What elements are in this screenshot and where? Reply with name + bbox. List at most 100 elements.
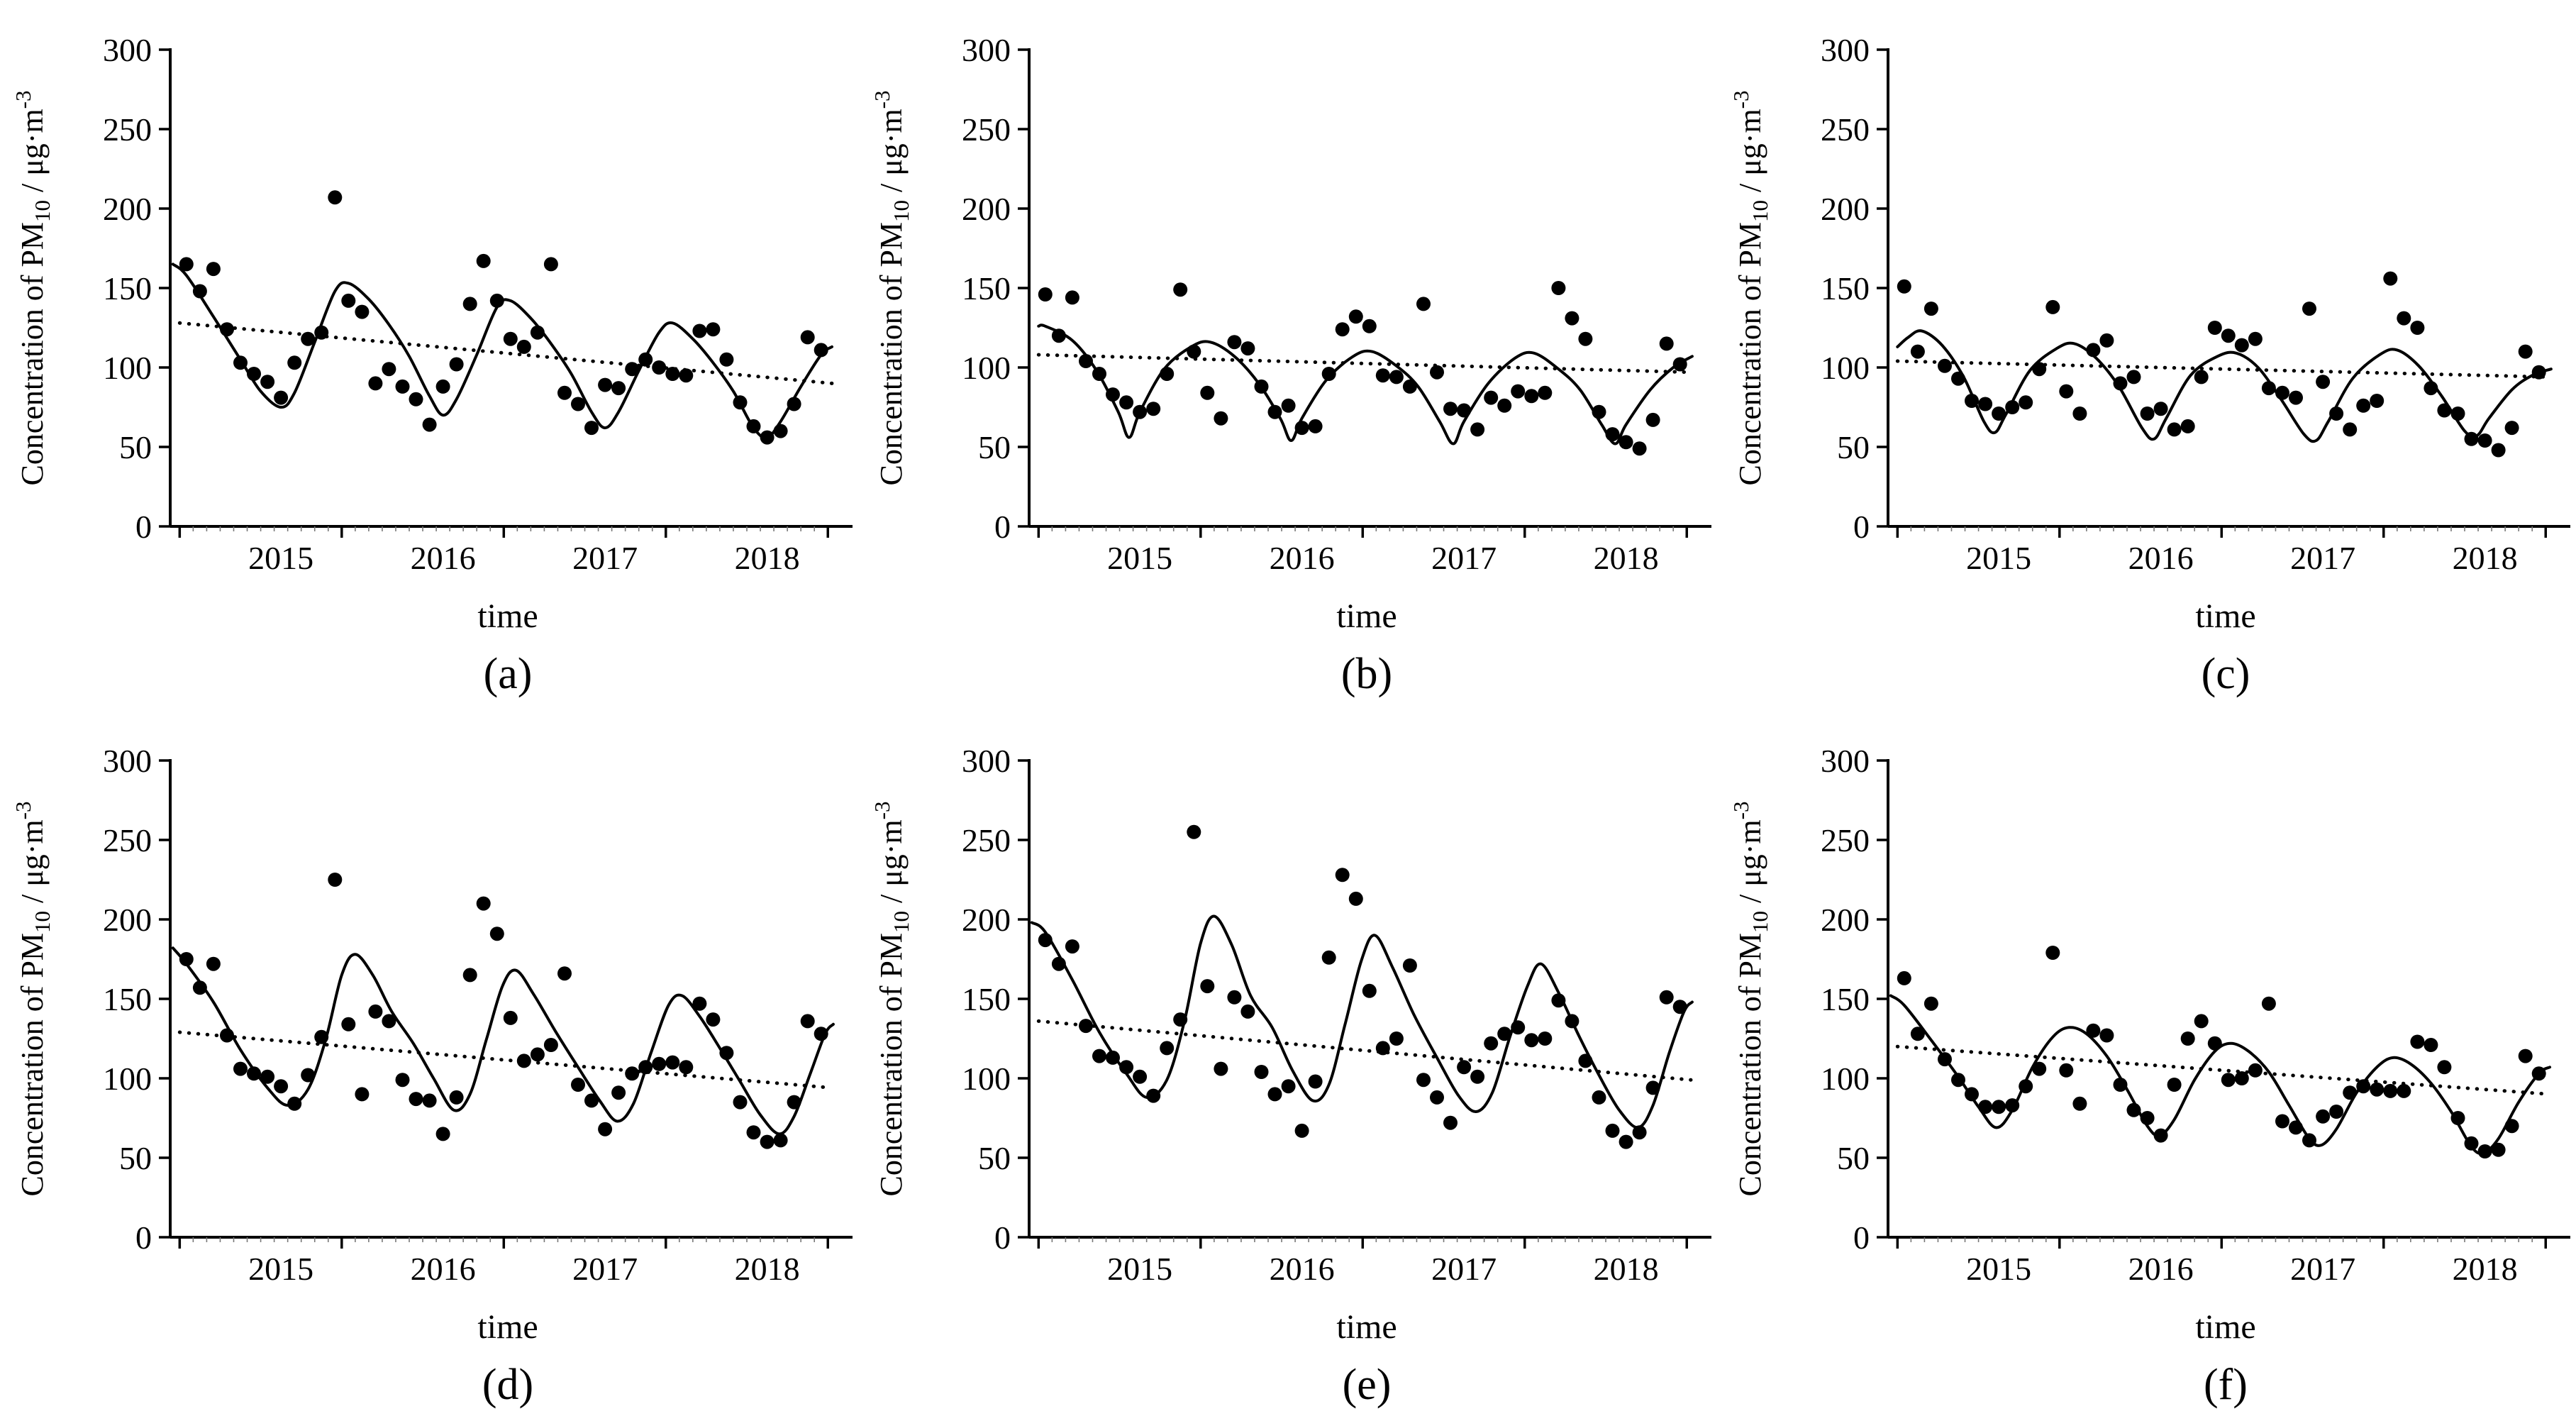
data-point (1511, 1020, 1526, 1035)
data-point (2356, 1079, 2371, 1094)
y-tick-label: 50 (1837, 429, 1870, 465)
x-tick-label: 2016 (2128, 1251, 2194, 1287)
data-point (665, 1055, 680, 1070)
data-point (706, 1012, 721, 1027)
data-point (2153, 1128, 2168, 1143)
data-point (2221, 1073, 2236, 1088)
data-point (692, 323, 707, 338)
data-point (192, 284, 207, 299)
data-point (2343, 1085, 2358, 1100)
data-point (1484, 390, 1499, 405)
data-point (449, 1090, 464, 1105)
data-point (2343, 422, 2358, 437)
data-point (1645, 1080, 1660, 1095)
data-point (301, 331, 316, 346)
fit-curve (1889, 994, 2551, 1156)
trend-line (1036, 353, 1693, 375)
data-point (1910, 344, 1925, 359)
data-point (287, 355, 302, 370)
data-point (2032, 362, 2047, 377)
data-point (2086, 343, 2101, 358)
y-axis-title: Concentration of PM10 / μg·m-3 (1728, 801, 1772, 1196)
data-point (422, 417, 437, 432)
y-tick-label: 0 (994, 1219, 1011, 1256)
data-point (1978, 1100, 1993, 1114)
chart-panel-c: 0 50 100 150 200 250 300 2015 2016 2017 2018 time Co… (1719, 4, 2576, 707)
data-point (192, 980, 207, 995)
axes (1887, 48, 2570, 528)
data-point (382, 1014, 396, 1029)
data-point (557, 966, 572, 981)
data-point (2207, 321, 2222, 335)
data-point (1938, 358, 1952, 373)
data-point (2126, 370, 2141, 385)
y-tick-label: 100 (103, 350, 152, 386)
data-point (2167, 422, 2182, 437)
y-ticks: 0 50 100 150 200 250 300 (1821, 32, 1888, 545)
y-tick-label: 300 (962, 743, 1011, 779)
data-point (1133, 404, 1148, 419)
data-point (1254, 379, 1269, 394)
data-point (1659, 336, 1674, 351)
data-point (2099, 333, 2114, 348)
y-tick-label: 50 (1837, 1140, 1870, 1176)
data-point (1240, 341, 1255, 356)
y-tick-label: 200 (103, 191, 152, 227)
chart-panel-e: 0 50 100 150 200 250 300 2015 2016 2017 2018 time Co… (860, 715, 1717, 1416)
data-point (179, 952, 194, 966)
data-point (2113, 376, 2128, 391)
data-point (1281, 398, 1296, 413)
panel-svg: 0 50 100 150 200 250 300 2015 2016 2017 2018 time Co… (1728, 743, 2570, 1409)
data-point (2477, 1144, 2492, 1158)
trend-line (1895, 1044, 2552, 1096)
data-point (1362, 319, 1377, 333)
data-point (2072, 406, 2087, 421)
data-point (2302, 302, 2316, 316)
data-point (733, 1095, 748, 1110)
x-tick-label: 2015 (1107, 1251, 1172, 1287)
y-tick-label: 200 (103, 902, 152, 938)
data-point (395, 379, 410, 394)
data-point (2180, 419, 2195, 433)
data-point (2491, 1142, 2506, 1157)
x-axis-title: time (2195, 1308, 2255, 1346)
data-point (760, 430, 775, 445)
data-point (1214, 411, 1228, 426)
data-point (2140, 1111, 2155, 1125)
data-point (1402, 958, 1417, 973)
data-point (2464, 1136, 2479, 1151)
data-point (2450, 1111, 2465, 1125)
data-point (476, 896, 491, 911)
axes (1028, 759, 1711, 1239)
y-tick-label: 100 (1821, 350, 1870, 386)
data-point (1992, 406, 2006, 421)
data-point (1146, 402, 1161, 416)
x-axis-title: time (1336, 1308, 1397, 1346)
data-point (2019, 395, 2033, 410)
data-point (1092, 367, 1106, 381)
y-tick-label: 250 (962, 822, 1011, 858)
data-point (2099, 1028, 2114, 1043)
data-point (598, 1122, 613, 1136)
data-point (773, 424, 788, 438)
data-point (206, 262, 221, 277)
data-point (598, 377, 613, 392)
y-tick-label: 200 (962, 191, 1011, 227)
data-point (733, 395, 748, 410)
data-point (1308, 419, 1323, 433)
data-point (1240, 1004, 1255, 1019)
x-tick-label: 2018 (1594, 1251, 1659, 1287)
data-point (1321, 367, 1336, 381)
y-axis-title: Concentration of PM10 / μg·m-3 (11, 90, 55, 485)
data-point (1938, 1052, 1952, 1067)
panel-label: (e) (1343, 1361, 1392, 1409)
data-point (1659, 990, 1674, 1005)
y-tick-label: 50 (978, 1140, 1011, 1176)
data-point (314, 1029, 329, 1044)
data-point (1335, 868, 1350, 883)
scatter-series (179, 873, 828, 1149)
x-tick-label: 2018 (2453, 1251, 2518, 1287)
data-point (489, 927, 504, 941)
data-point (1200, 979, 1215, 994)
y-tick-label: 250 (103, 111, 152, 148)
